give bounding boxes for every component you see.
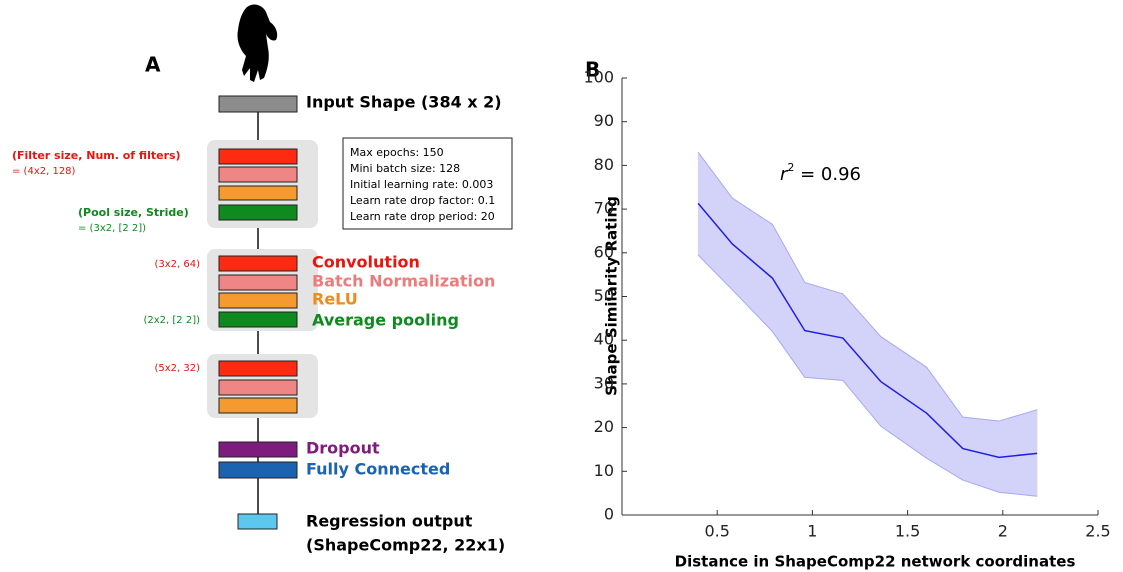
input-label: Input Shape (384 x 2) — [306, 93, 502, 112]
setting: Learn rate drop factor: 0.1 — [350, 194, 495, 207]
legend-label: ReLU — [312, 290, 358, 309]
output-block — [237, 513, 278, 530]
filter-heading: (Filter size, Num. of filters) — [12, 149, 181, 162]
layer-params: (5x2, 32) — [154, 363, 200, 374]
annotation-part: r — [780, 164, 789, 185]
band-edge — [697, 254, 1038, 497]
relu-block — [218, 397, 298, 414]
panel-label: B — [585, 58, 600, 82]
y-tick-label: 30 — [594, 373, 614, 392]
x-tick-label: 2.5 — [1085, 522, 1110, 541]
input-block — [218, 95, 298, 113]
confidence-band — [697, 151, 733, 291]
y-tick-label: 10 — [594, 461, 614, 480]
setting: Initial learning rate: 0.003 — [350, 178, 493, 191]
y-tick-label: 50 — [594, 286, 614, 305]
confidence-band — [926, 366, 964, 481]
data-line — [697, 202, 1038, 459]
filter-value: = (4x2, 128) — [12, 166, 76, 177]
conv-block — [218, 255, 298, 272]
relu-block — [218, 292, 298, 309]
fc-block — [218, 461, 298, 479]
x-tick-label: 1 — [807, 522, 817, 541]
y-tick-label: 60 — [594, 242, 614, 261]
x-tick-label: 0.5 — [704, 522, 729, 541]
legend-label: Convolution — [312, 253, 420, 272]
y-tick-label: 70 — [594, 199, 614, 218]
y-axis-label: Shape Similarity Rating — [603, 196, 621, 396]
layer-params: (3x2, 64) — [154, 259, 200, 270]
layer-params: (2x2, [2 2]) — [143, 315, 200, 326]
confidence-band — [962, 416, 1000, 493]
y-tick-label: 40 — [594, 330, 614, 349]
dropout-block — [218, 441, 298, 458]
y-tick-label: 90 — [594, 111, 614, 130]
output-label: Regression output — [306, 512, 473, 531]
x-tick-label: 1.5 — [895, 522, 920, 541]
legend-label: Batch Normalization — [312, 272, 495, 291]
x-axis-label: Distance in ShapeComp22 network coordina… — [675, 553, 1076, 571]
legend-label: Fully Connected — [306, 460, 450, 479]
setting: Max epochs: 150 — [350, 146, 444, 159]
y-tick-label: 20 — [594, 417, 614, 436]
pool-block — [218, 204, 298, 221]
confidence-band — [732, 197, 773, 333]
conv-block — [218, 360, 298, 377]
relu-block — [218, 185, 298, 201]
conv-block — [218, 148, 298, 165]
output-label: (ShapeComp22, 22x1) — [306, 536, 505, 555]
y-tick-label: 80 — [594, 155, 614, 174]
settings-box — [342, 137, 513, 230]
pool-heading: (Pool size, Stride) — [78, 206, 189, 219]
batchnorm-block — [218, 379, 298, 396]
pool-block — [218, 311, 298, 328]
annotation-part: 2 — [787, 161, 794, 174]
annotation-part: = 0.96 — [794, 164, 861, 185]
panel-label: A — [145, 53, 161, 77]
pool-value: = (3x2, [2 2]) — [78, 223, 146, 234]
setting: Learn rate drop period: 20 — [350, 210, 495, 223]
setting: Mini batch size: 128 — [350, 162, 460, 175]
legend-label: Dropout — [306, 439, 380, 458]
x-tick-label: 2 — [998, 522, 1008, 541]
hand-icon — [237, 4, 278, 82]
confidence-band — [998, 409, 1038, 497]
y-tick-label: 100 — [583, 68, 614, 87]
annotation: r2 = 0.96 — [780, 161, 861, 185]
batchnorm-block — [218, 166, 298, 183]
y-tick-label: 0 — [604, 505, 614, 524]
band-edge — [697, 151, 1038, 422]
batchnorm-block — [218, 274, 298, 291]
legend-label: Average pooling — [312, 311, 459, 330]
